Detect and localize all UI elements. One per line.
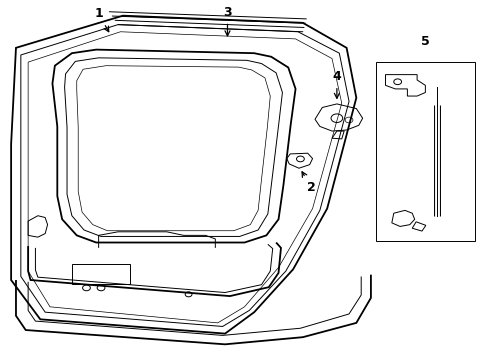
Text: 4: 4 [332, 70, 341, 98]
Text: 3: 3 [223, 6, 231, 36]
Text: 5: 5 [420, 35, 429, 48]
Bar [375, 62, 474, 241]
Text: 1: 1 [94, 8, 108, 32]
Bar [72, 264, 130, 284]
Text: 2: 2 [302, 172, 315, 194]
